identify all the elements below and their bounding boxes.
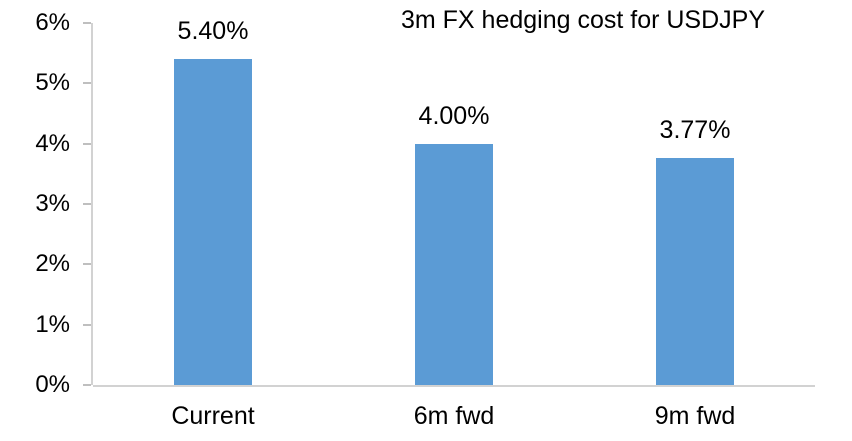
category-label: 9m fwd <box>654 402 736 430</box>
y-axis-tick <box>83 142 91 145</box>
y-axis-tick <box>83 82 91 85</box>
y-axis-tick <box>83 263 91 266</box>
y-axis-label: 2% <box>35 250 70 278</box>
y-axis-tick <box>83 22 91 24</box>
y-axis-label: 6% <box>35 9 70 36</box>
y-axis-line <box>91 23 93 385</box>
bar-value-label: 4.00% <box>418 102 490 130</box>
chart-title: 3m FX hedging cost for USDJPY <box>400 6 766 34</box>
y-axis-label: 0% <box>35 371 70 398</box>
y-axis-tick <box>83 323 91 326</box>
bar-9m-fwd <box>656 158 734 385</box>
y-axis-label: 5% <box>35 69 70 97</box>
y-axis-tick <box>83 203 91 205</box>
y-axis-label: 3% <box>35 190 70 217</box>
bar-value-label: 5.40% <box>177 17 249 45</box>
bar-value-label: 3.77% <box>659 116 731 144</box>
category-label: Current <box>171 402 255 430</box>
category-label: 6m fwd <box>413 402 495 430</box>
x-axis-line <box>93 385 815 387</box>
y-axis-label: 4% <box>35 129 70 157</box>
bar-6m-fwd <box>415 144 493 385</box>
bar-current <box>174 59 252 385</box>
y-axis-label: 1% <box>35 310 70 338</box>
y-axis-tick <box>83 384 91 386</box>
